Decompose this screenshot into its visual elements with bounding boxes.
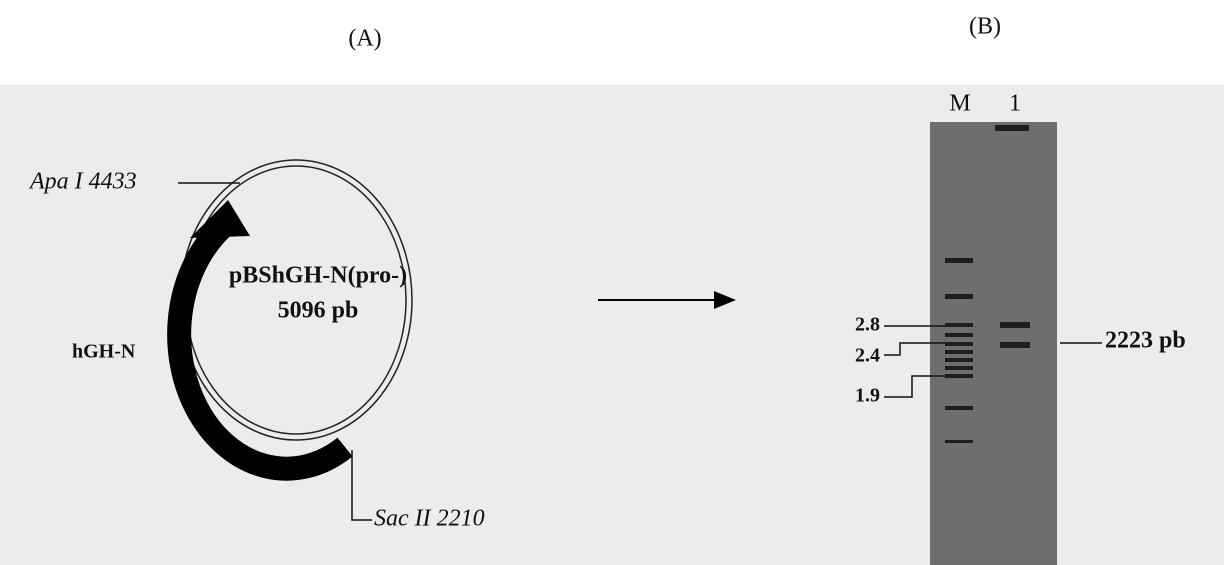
marker-label: 2.8 [855,314,880,336]
band [945,366,973,370]
marker-label: 1.9 [855,385,880,407]
plasmid-size: 5096 pb [278,298,359,324]
band [945,358,973,362]
gene-label: hGH-N [72,341,136,363]
band [945,258,973,263]
lane-label: 1 [1009,91,1021,117]
band [1000,322,1030,328]
band [945,294,973,299]
band [945,350,973,354]
band [945,323,973,327]
band [995,125,1029,131]
panel-label: (A) [348,26,381,52]
site-label: Apa I 4433 [28,169,137,195]
panel-label: (B) [969,14,1001,40]
band [1000,342,1030,348]
page: {"panel_a": {"label": "(A)", "apa_site":… [0,0,1224,565]
band [945,406,973,410]
plasmid-name: pBShGH-N(pro-) [229,263,407,289]
lane-label: M [949,91,970,117]
band [945,374,973,378]
marker-label: 2.4 [855,345,880,367]
figure: (A) (B) Apa I 4433 Sac II 2210 pBShGH-N(… [0,0,1224,565]
band [945,333,973,337]
band [945,342,973,346]
site-label: Sac II 2210 [374,506,485,532]
band [945,440,973,443]
band-label: 2223 pb [1105,328,1186,354]
